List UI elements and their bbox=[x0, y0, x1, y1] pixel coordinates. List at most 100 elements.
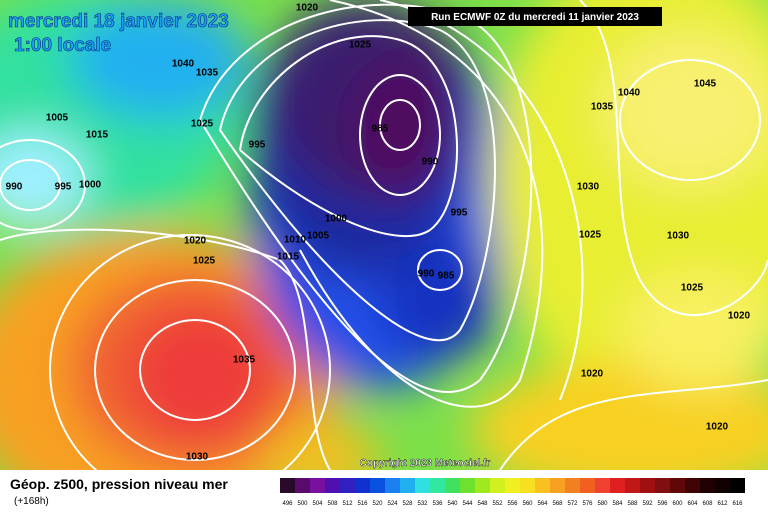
isobar-label: 1040 bbox=[618, 88, 641, 99]
isobar-label: 1020 bbox=[706, 422, 729, 433]
legend-swatch bbox=[340, 478, 355, 493]
legend-swatch bbox=[355, 478, 370, 493]
isobar-label: 1000 bbox=[79, 180, 102, 191]
legend-swatch bbox=[460, 478, 475, 493]
legend-swatch bbox=[385, 478, 400, 493]
legend-label: 580 bbox=[597, 501, 608, 507]
legend-label: 588 bbox=[627, 501, 638, 507]
run-info: Run ECMWF 0Z du mercredi 11 janvier 2023 bbox=[431, 12, 639, 23]
color-legend: 496 500 504 508 512 516 520 524 528 532 536 540 544 5… bbox=[280, 478, 745, 507]
legend-swatch bbox=[475, 478, 490, 493]
legend-label: 500 bbox=[297, 501, 308, 507]
legend-swatch bbox=[520, 478, 535, 493]
isobar-label: 995 bbox=[451, 208, 468, 219]
legend-swatch bbox=[715, 478, 730, 493]
run-box bbox=[408, 7, 662, 26]
legend-label: 568 bbox=[552, 501, 563, 507]
legend-swatch bbox=[415, 478, 430, 493]
copyright: Copyright 2023 Meteociel.fr bbox=[360, 458, 491, 469]
legend-label: 608 bbox=[702, 501, 713, 507]
legend-label: 532 bbox=[417, 501, 428, 507]
legend-label: 516 bbox=[357, 501, 368, 507]
isobar-label: 1030 bbox=[186, 452, 209, 463]
legend-label: 528 bbox=[402, 501, 413, 507]
isobar-label: 990 bbox=[6, 182, 23, 193]
map-time: 1:00 locale bbox=[14, 35, 111, 56]
legend-label: 604 bbox=[687, 501, 698, 507]
isobar-label: 1035 bbox=[233, 355, 256, 366]
legend-swatch bbox=[370, 478, 385, 493]
legend-swatch bbox=[595, 478, 610, 493]
legend-swatch bbox=[565, 478, 580, 493]
isobar-label: 1015 bbox=[86, 130, 109, 141]
legend-label: 556 bbox=[507, 501, 518, 507]
legend-label: 548 bbox=[477, 501, 488, 507]
legend-label: 512 bbox=[342, 501, 353, 507]
isobar-label: 985 bbox=[438, 271, 455, 282]
legend-swatch bbox=[400, 478, 415, 493]
legend-label: 600 bbox=[672, 501, 683, 507]
isobar-label: 1040 bbox=[172, 59, 195, 70]
legend-label: 544 bbox=[462, 501, 473, 507]
isobar-label: 1035 bbox=[591, 102, 614, 113]
map-date: mercredi 18 janvier 2023 bbox=[8, 11, 229, 32]
legend-swatch bbox=[490, 478, 505, 493]
legend-swatch bbox=[640, 478, 655, 493]
isobar-label: 995 bbox=[55, 182, 72, 193]
isobar-label: 1020 bbox=[184, 236, 207, 247]
isobar-label: 985 bbox=[372, 124, 389, 135]
legend-label: 564 bbox=[537, 501, 548, 507]
legend-label: 560 bbox=[522, 501, 533, 507]
isobar-label: 1030 bbox=[667, 231, 690, 242]
legend-label: 552 bbox=[492, 501, 503, 507]
legend-swatch bbox=[700, 478, 715, 493]
footer-lead: (+168h) bbox=[14, 496, 49, 507]
isobar-label: 1020 bbox=[728, 311, 751, 322]
isobar-label: 1025 bbox=[349, 40, 372, 51]
legend-label: 504 bbox=[312, 501, 323, 507]
legend-swatch bbox=[505, 478, 520, 493]
isobar-label: 990 bbox=[422, 157, 439, 168]
legend-label: 496 bbox=[282, 501, 293, 507]
legend-swatch bbox=[625, 478, 640, 493]
legend-label: 616 bbox=[732, 501, 743, 507]
footer-title: Géop. z500, pression niveau mer bbox=[10, 476, 228, 492]
legend-label: 508 bbox=[327, 501, 338, 507]
legend-swatch bbox=[430, 478, 445, 493]
legend-swatch bbox=[670, 478, 685, 493]
isobar-label: 1030 bbox=[577, 182, 600, 193]
legend-swatch bbox=[310, 478, 325, 493]
legend-label: 524 bbox=[387, 501, 398, 507]
isobar-label: 1020 bbox=[581, 369, 604, 380]
legend-label: 596 bbox=[657, 501, 668, 507]
legend-label: 612 bbox=[717, 501, 728, 507]
isobar-label: 1025 bbox=[193, 256, 216, 267]
legend-swatch bbox=[685, 478, 700, 493]
legend-swatch bbox=[610, 478, 625, 493]
isobar-label: 990 bbox=[418, 269, 435, 280]
legend-label: 576 bbox=[582, 501, 593, 507]
isobar-label: 1020 bbox=[296, 3, 319, 14]
isobar-label: 1045 bbox=[694, 79, 717, 90]
legend-label: 584 bbox=[612, 501, 623, 507]
isobar-label: 1025 bbox=[191, 119, 214, 130]
legend-swatch bbox=[550, 478, 565, 493]
isobar-label: 1005 bbox=[307, 231, 330, 242]
legend-label: 592 bbox=[642, 501, 653, 507]
legend-swatch bbox=[280, 478, 295, 493]
legend-swatch bbox=[655, 478, 670, 493]
isobar-label: 1035 bbox=[196, 68, 219, 79]
isobar-label: 1010 bbox=[284, 235, 307, 246]
legend-swatch bbox=[295, 478, 310, 493]
legend-label: 572 bbox=[567, 501, 578, 507]
legend-label: 536 bbox=[432, 501, 443, 507]
isobar-label: 1025 bbox=[579, 230, 602, 241]
legend-swatch bbox=[580, 478, 595, 493]
legend-swatch bbox=[535, 478, 550, 493]
legend-swatch bbox=[730, 478, 745, 493]
legend-label: 540 bbox=[447, 501, 458, 507]
